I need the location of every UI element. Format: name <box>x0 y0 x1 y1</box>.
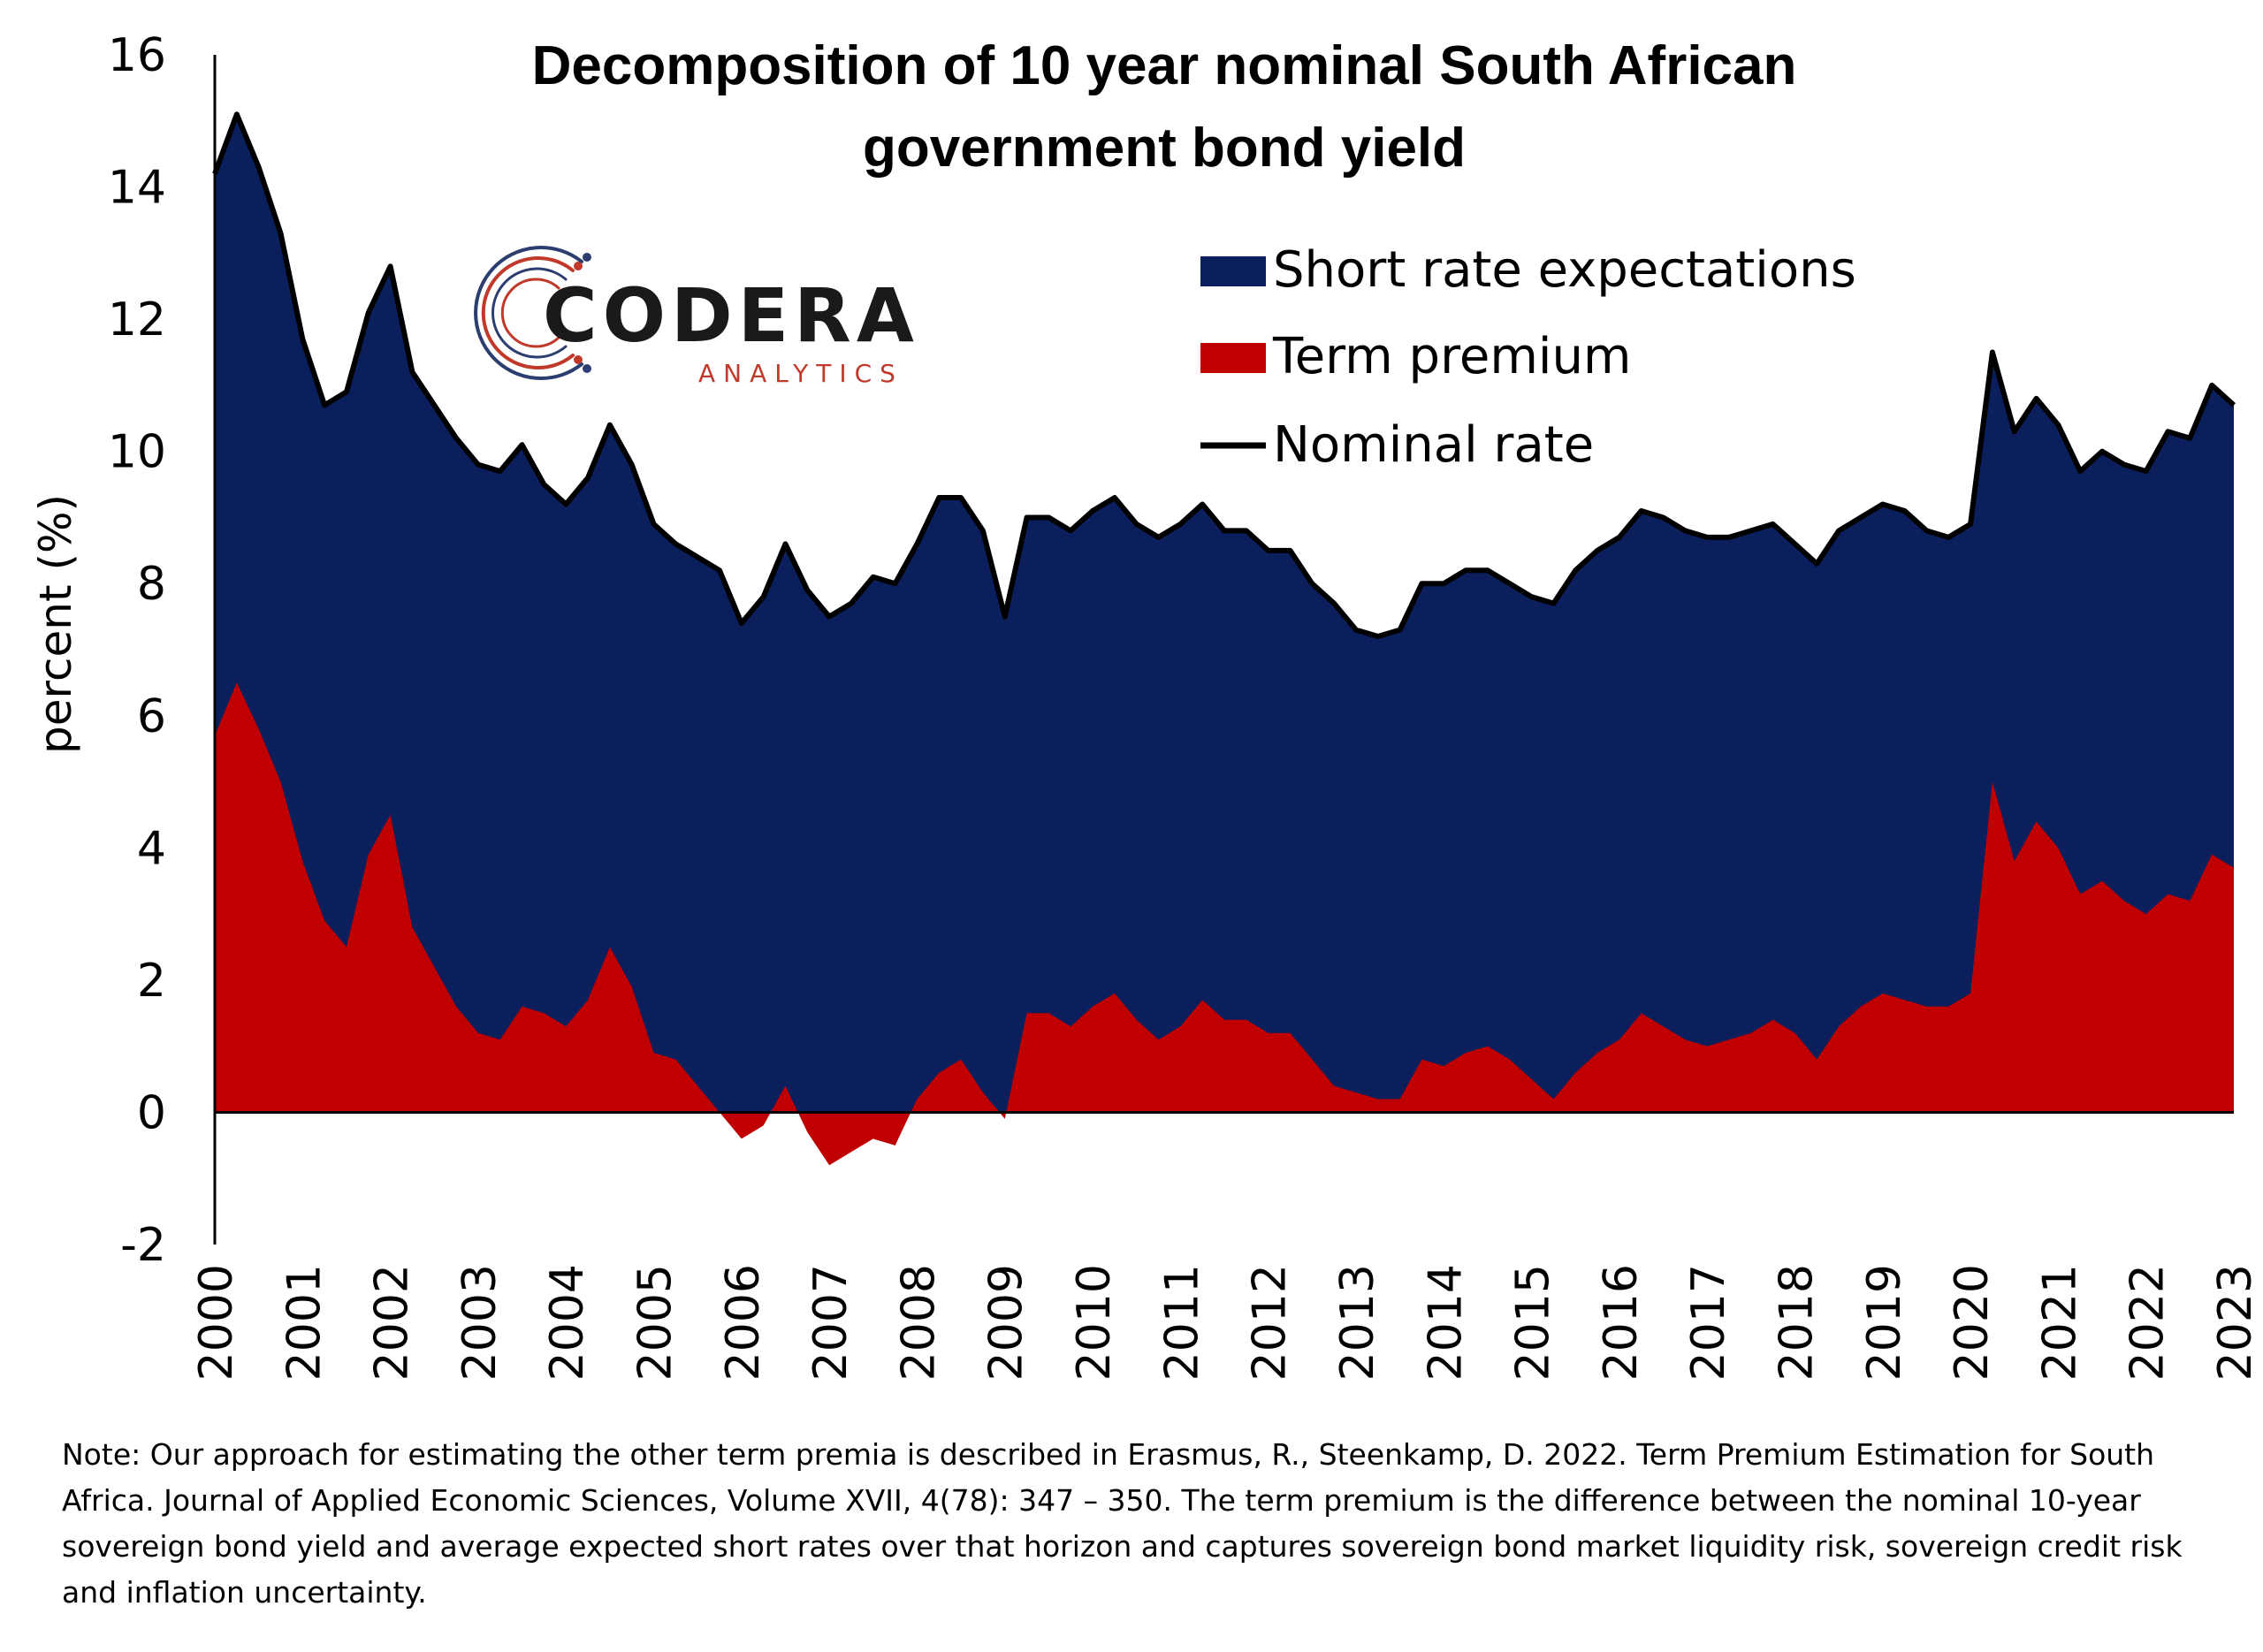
x-tick-label: 2013 <box>1331 1264 1384 1381</box>
y-tick-label: -2 <box>120 1219 166 1272</box>
legend-swatch-term-premium <box>1200 343 1266 373</box>
legend-label-term-premium: Term premium <box>1272 328 1631 385</box>
y-tick-label: 2 <box>137 955 166 1008</box>
x-tick-label: 2002 <box>366 1264 419 1381</box>
x-tick-label: 2020 <box>1946 1264 1999 1381</box>
y-axis-ticks: -2 0 2 4 6 8 10 12 14 16 <box>108 29 166 1272</box>
x-tick-label: 2023 <box>2209 1264 2262 1381</box>
x-tick-label: 2016 <box>1595 1264 1648 1381</box>
x-tick-label: 2009 <box>980 1264 1033 1381</box>
bond-yield-chart: Decomposition of 10 year nominal South A… <box>30 29 2262 1381</box>
legend-label-short-rate: Short rate expectations <box>1273 241 1856 299</box>
x-tick-label: 2019 <box>1858 1264 1911 1381</box>
x-tick-label: 2022 <box>2122 1264 2175 1381</box>
legend-swatch-short-rate <box>1200 256 1266 286</box>
x-tick-label: 2003 <box>453 1264 507 1381</box>
y-tick-label: 16 <box>108 29 166 82</box>
logo-sub: ANALYTICS <box>698 359 903 388</box>
series-nominal-rate <box>212 111 2236 640</box>
y-tick-label: 6 <box>137 690 166 743</box>
codera-logo: CODERA ANALYTICS <box>474 246 919 388</box>
y-axis-label: percent (%) <box>30 494 81 754</box>
series-term-premium <box>215 682 2234 1166</box>
y-tick-label: 0 <box>137 1086 166 1139</box>
chart-title-line-1: Decomposition of 10 year nominal South A… <box>532 35 1797 96</box>
footnote: Note: Our approach for estimating the ot… <box>62 1437 2183 1610</box>
x-tick-label: 2014 <box>1419 1264 1472 1381</box>
chart-title-line-2: government bond yield <box>863 118 1466 179</box>
x-tick-label: 2021 <box>2033 1264 2086 1381</box>
x-tick-label: 2006 <box>717 1264 770 1381</box>
y-tick-label: 8 <box>137 558 166 611</box>
x-tick-label: 2010 <box>1068 1264 1121 1381</box>
legend-label-nominal: Nominal rate <box>1273 416 1594 474</box>
x-axis-ticks: 2000 2001 2002 2003 2004 2005 2006 2007 2008 2009… <box>190 1264 2262 1381</box>
x-tick-label: 2017 <box>1682 1264 1735 1381</box>
x-tick-label: 2011 <box>1155 1264 1208 1381</box>
x-tick-label: 2012 <box>1244 1264 1297 1381</box>
x-tick-label: 2001 <box>278 1264 331 1381</box>
y-tick-label: 4 <box>137 822 166 875</box>
legend: Short rate expectations Term premium Nom… <box>1200 241 1856 474</box>
x-tick-label: 2018 <box>1770 1264 1823 1381</box>
logo-circle-icon <box>474 246 591 380</box>
x-tick-label: 2007 <box>804 1264 857 1381</box>
x-tick-label: 2000 <box>190 1264 243 1381</box>
nominal-rate-line <box>212 111 2236 640</box>
short-rate-expectations-area <box>215 114 2234 1113</box>
logo-name: CODERA <box>543 272 919 359</box>
axes <box>213 55 2234 1245</box>
term-premium-area <box>215 682 2234 1166</box>
y-tick-label: 10 <box>108 426 166 479</box>
x-tick-label: 2004 <box>541 1264 594 1381</box>
y-tick-label: 12 <box>108 293 166 346</box>
x-tick-label: 2008 <box>892 1264 945 1381</box>
x-tick-label: 2015 <box>1507 1264 1560 1381</box>
series-short-rate-expectations <box>215 114 2234 1113</box>
y-tick-label: 14 <box>108 162 166 215</box>
x-tick-label: 2005 <box>629 1264 682 1381</box>
